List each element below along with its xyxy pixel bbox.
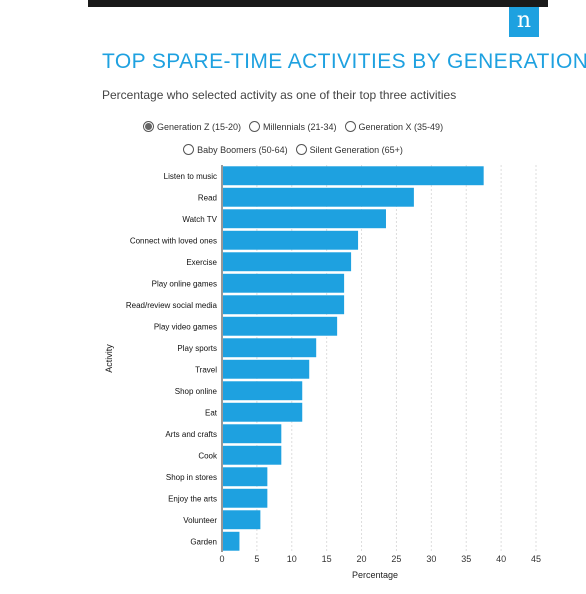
- bar: [223, 488, 268, 508]
- x-tick-label: 15: [322, 554, 332, 564]
- x-tick-label: 30: [426, 554, 436, 564]
- legend-label: Silent Generation (65+): [309, 144, 403, 155]
- radio-icon[interactable]: [142, 121, 154, 132]
- legend-label: Millennials (21-34): [262, 121, 337, 132]
- bar: [223, 359, 310, 379]
- category-label: Exercise: [186, 258, 217, 267]
- category-label: Shop in stores: [166, 473, 217, 482]
- x-tick-label: 40: [496, 554, 506, 564]
- bar: [223, 467, 268, 487]
- category-label: Connect with loved ones: [130, 236, 217, 245]
- bar: [223, 445, 282, 465]
- bar: [223, 273, 345, 293]
- radio-icon[interactable]: [248, 121, 260, 132]
- legend-option-gen-z[interactable]: Generation Z (15-20): [142, 121, 241, 132]
- legend-option-gen-x[interactable]: Generation X (35-49): [344, 121, 444, 132]
- category-label: Play online games: [152, 279, 217, 288]
- bar: [223, 209, 386, 229]
- radio-icon[interactable]: [295, 144, 307, 155]
- x-tick-label: 25: [391, 554, 401, 564]
- bar: [223, 230, 359, 250]
- category-label: Travel: [195, 365, 217, 374]
- radio-icon[interactable]: [344, 121, 356, 132]
- bar: [223, 510, 261, 530]
- chart-title: TOP SPARE-TIME ACTIVITIES BY GENERATION: [102, 50, 586, 73]
- bar: [223, 424, 282, 444]
- legend-label: Generation Z (15-20): [156, 121, 241, 132]
- category-label: Eat: [205, 408, 218, 417]
- nielsen-logo: n: [509, 7, 539, 37]
- x-tick-label: 5: [254, 554, 259, 564]
- category-label: Listen to music: [164, 172, 217, 181]
- bar: [223, 187, 414, 207]
- category-label: Watch TV: [182, 215, 217, 224]
- bar: [223, 295, 345, 315]
- x-tick-label: 20: [357, 554, 367, 564]
- x-tick-label: 45: [531, 554, 541, 564]
- x-tick-label: 10: [287, 554, 297, 564]
- legend-option-baby-boomers[interactable]: Baby Boomers (50-64): [183, 144, 288, 155]
- legend-row-1: Generation Z (15-20) Millennials (21-34)…: [0, 121, 586, 132]
- category-label: Read: [198, 193, 217, 202]
- legend-option-millennials[interactable]: Millennials (21-34): [248, 121, 337, 132]
- x-axis-title: Percentage: [352, 570, 398, 580]
- bar: [223, 316, 338, 336]
- category-label: Read/review social media: [126, 301, 218, 310]
- category-label: Volunteer: [183, 516, 217, 525]
- bar: [223, 338, 317, 358]
- category-label: Garden: [190, 537, 217, 546]
- bar: [223, 531, 240, 551]
- legend-label: Generation X (35-49): [358, 121, 444, 132]
- legend-option-silent-generation[interactable]: Silent Generation (65+): [295, 144, 403, 155]
- legend-row-2: Baby Boomers (50-64) Silent Generation (…: [0, 144, 586, 155]
- x-tick-label: 35: [461, 554, 471, 564]
- category-label: Shop online: [175, 387, 218, 396]
- chart-subtitle: Percentage who selected activity as one …: [102, 88, 457, 102]
- category-label: Arts and crafts: [165, 430, 217, 439]
- bar: [223, 402, 303, 422]
- category-label: Enjoy the arts: [168, 494, 217, 503]
- category-label: Cook: [198, 451, 218, 460]
- y-axis-title: Activity: [104, 344, 114, 373]
- top-bar: [88, 0, 548, 7]
- category-label: Play sports: [177, 344, 217, 353]
- bar: [223, 381, 303, 401]
- x-tick-label: 0: [219, 554, 224, 564]
- radio-icon[interactable]: [183, 144, 195, 155]
- bar: [223, 252, 352, 272]
- category-label: Play video games: [154, 322, 217, 331]
- legend-label: Baby Boomers (50-64): [197, 144, 288, 155]
- bar: [223, 166, 484, 186]
